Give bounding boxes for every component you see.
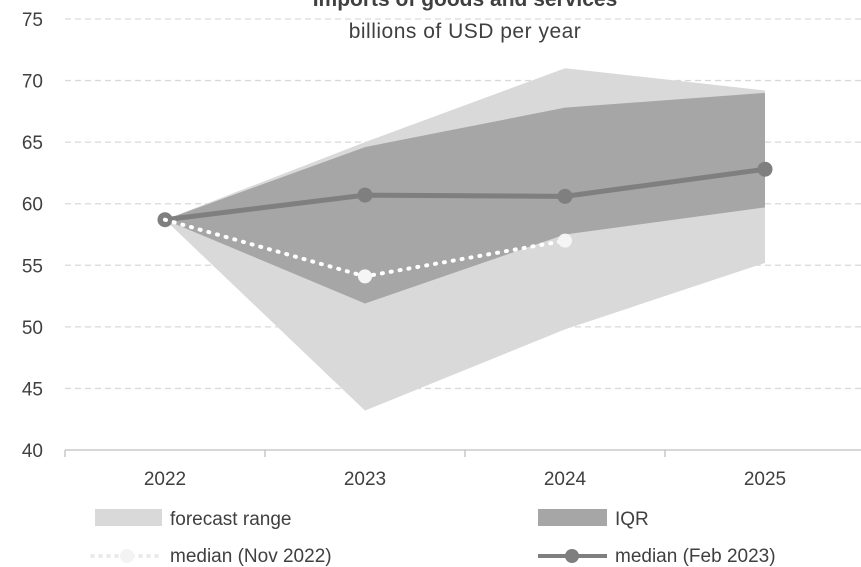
legend-marker-median-feb-2023 [565, 549, 579, 563]
bands [165, 68, 765, 411]
y-tick-label: 45 [22, 379, 43, 400]
y-tick-label: 40 [22, 441, 43, 462]
y-tick-label: 70 [22, 72, 43, 93]
x-tick-label: 2024 [544, 469, 587, 490]
point-median-nov-2022 [558, 233, 572, 248]
x-tick-label: 2022 [144, 469, 186, 490]
y-tick-label: 60 [22, 195, 43, 216]
legend-label-forecast-range: forecast range [170, 509, 291, 530]
point-median-feb-2023 [757, 161, 773, 177]
y-tick-label: 65 [22, 133, 43, 154]
x-axis-ticks: 2022 2023 2024 2025 [144, 469, 786, 490]
chart-subtitle: billions of USD per year [349, 20, 582, 43]
y-axis-ticks: 40 45 50 55 60 65 70 75 [22, 10, 43, 462]
point-median-feb-2023 [357, 187, 373, 203]
y-tick-label: 55 [22, 256, 43, 277]
point-median-feb-2023 [557, 188, 573, 204]
legend-label-median-feb-2023: median (Feb 2023) [615, 546, 776, 567]
y-tick-label: 50 [22, 318, 43, 339]
y-tick-label: 75 [22, 10, 43, 31]
legend-marker-median-nov-2022 [120, 549, 134, 563]
legend-label-median-nov-2022: median (Nov 2022) [170, 546, 332, 567]
x-tick-label: 2025 [744, 469, 786, 490]
legend-swatch-forecast-range [95, 509, 162, 526]
point-median-nov-2022 [358, 269, 372, 284]
median-lines [157, 161, 773, 284]
legend-swatch-iqr [538, 509, 607, 526]
chart-title: Imports of goods and services [313, 0, 618, 11]
legend-label-iqr: IQR [615, 509, 649, 530]
line-median-feb-2023 [162, 166, 768, 223]
x-tick-label: 2023 [344, 469, 386, 490]
legend: forecast range IQR median (Nov 2022) med… [90, 509, 776, 567]
x-axis [64, 449, 861, 457]
